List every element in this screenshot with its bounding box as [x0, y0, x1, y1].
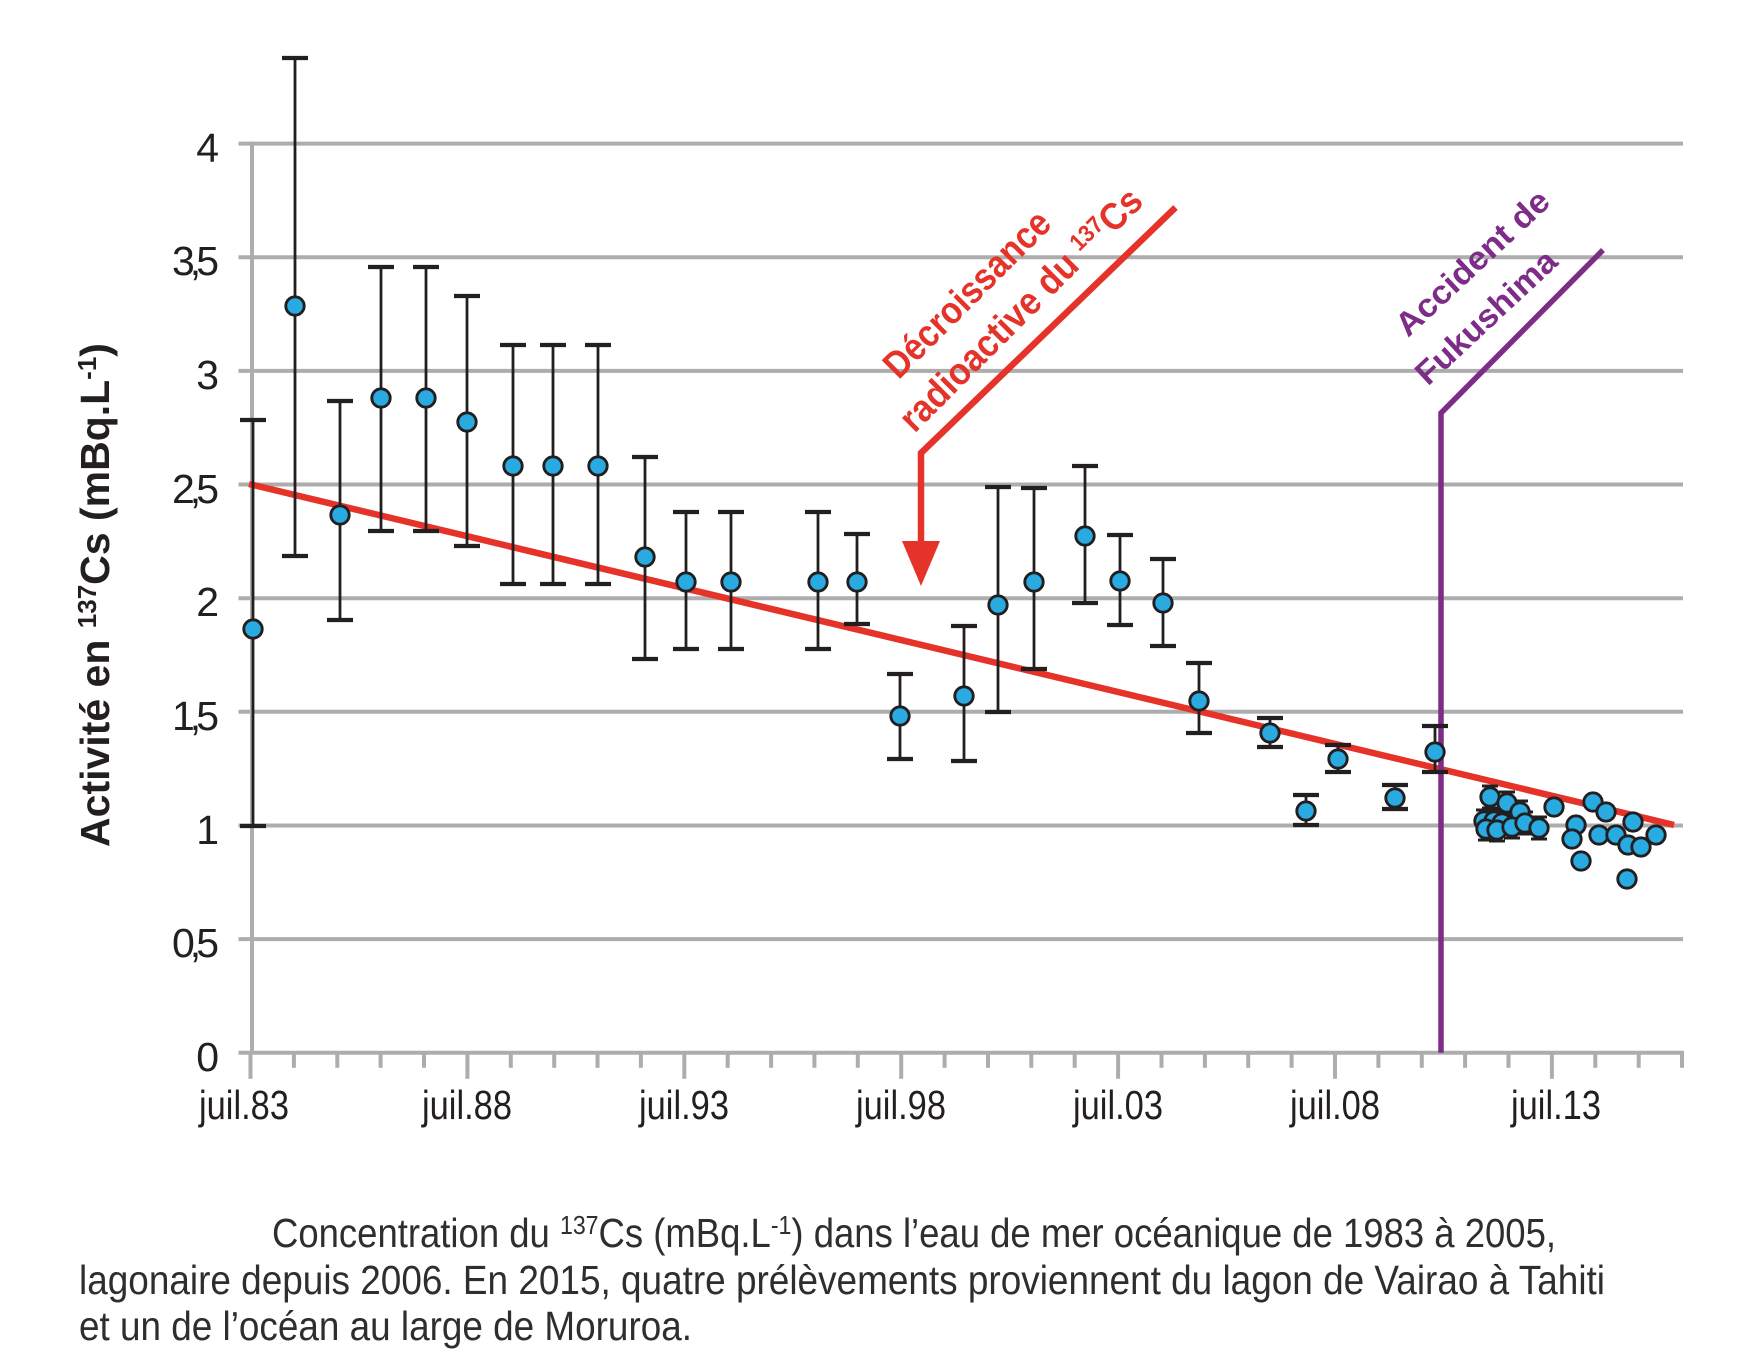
svg-text:et un de l’océan au large de M: et un de l’océan au large de Moruroa.: [79, 1303, 692, 1349]
svg-text:juil.83: juil.83: [198, 1082, 289, 1128]
svg-text:3,5: 3,5: [172, 238, 219, 284]
svg-text:juil.88: juil.88: [421, 1082, 512, 1128]
svg-text:4: 4: [196, 125, 219, 171]
svg-text:juil.98: juil.98: [855, 1082, 946, 1128]
svg-text:Concentration du 137Cs (mBq.L-: Concentration du 137Cs (mBq.L-1) dans l’…: [272, 1210, 1556, 1256]
svg-text:3: 3: [196, 352, 219, 398]
svg-text:2,5: 2,5: [172, 466, 219, 512]
svg-text:0,5: 0,5: [172, 920, 219, 966]
svg-text:juil.03: juil.03: [1072, 1082, 1163, 1128]
svg-text:juil.08: juil.08: [1289, 1082, 1380, 1128]
svg-text:juil.93: juil.93: [638, 1082, 729, 1128]
svg-text:juil.13: juil.13: [1510, 1082, 1601, 1128]
svg-text:1: 1: [196, 807, 219, 853]
svg-text:0: 0: [196, 1034, 219, 1080]
svg-text:lagonaire depuis 2006. En 2015: lagonaire depuis 2006. En 2015, quatre p…: [79, 1257, 1605, 1303]
svg-text:1,5: 1,5: [172, 693, 219, 739]
svg-text:2: 2: [196, 579, 219, 625]
